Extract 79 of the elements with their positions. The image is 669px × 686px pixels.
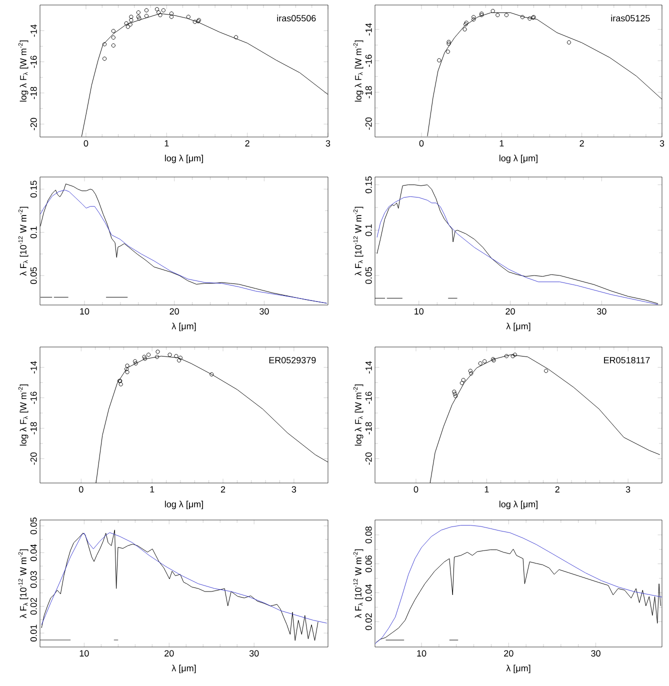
x-tick-label: 3 [626, 486, 630, 493]
x-tick-label: 2 [580, 140, 584, 146]
x-tick-label: 10 [414, 308, 424, 315]
x-axis-title: log λ [μm] [500, 500, 538, 510]
x-tick-label: 2 [220, 486, 226, 492]
y-tick-label: -20 [30, 452, 37, 465]
x-tick-label: 20 [506, 308, 515, 315]
x-tick-label: 0 [419, 140, 424, 147]
x-tick-label: 0 [78, 486, 84, 493]
y-tick-label: 0.08 [365, 526, 372, 544]
x-axis-title: λ [μm] [172, 322, 196, 332]
x-tick-label: 1 [150, 486, 154, 492]
x-tick-label: 10 [80, 650, 89, 657]
annotation: ER0518117 [604, 356, 650, 364]
y-tick-label: 0.1 [30, 226, 37, 238]
x-tick-label: 30 [249, 650, 259, 657]
y-tick-label: 0.05 [365, 267, 372, 284]
y-tick-label: -14 [366, 361, 372, 374]
x-tick-label: 3 [326, 140, 330, 147]
y-tick-label: 0.02 [365, 613, 372, 630]
y-tick-label: -14 [30, 24, 37, 37]
y-tick-label: -18 [365, 86, 372, 98]
y-axis-title: λ F$_{λ}$ [10$^{-12}$ W m$^{-2}$] [353, 549, 364, 618]
x-tick-label: 20 [164, 650, 174, 657]
x-tick-label: 3 [292, 486, 296, 493]
y-tick-label: 0.15 [30, 180, 37, 198]
x-axis-title: log λ [μm] [165, 500, 203, 510]
x-tick-label: 1 [164, 140, 169, 146]
x-tick-label: 30 [591, 650, 600, 657]
y-tick-label: -20 [365, 452, 372, 465]
y-tick-label: 0.06 [365, 555, 372, 572]
x-tick-label: 30 [597, 308, 606, 315]
x-axis-title: λ [μm] [506, 322, 530, 332]
annotation: ER0529379 [269, 356, 316, 364]
annotation: iras05506 [277, 14, 316, 22]
y-tick-label: -14 [30, 361, 37, 374]
y-axis-title: λ F$_{λ}$ [10$^{-12}$ W m$^{-2}$] [18, 549, 28, 618]
x-tick-label: 0 [414, 486, 418, 493]
y-tick-label: -18 [365, 422, 372, 434]
x-axis-title: λ [μm] [172, 664, 196, 674]
y-tick-label: -16 [365, 54, 372, 67]
y-tick-label: -18 [30, 422, 37, 434]
y-tick-label: -16 [30, 56, 37, 68]
y-tick-label: 0.05 [30, 267, 37, 284]
x-tick-label: 1 [484, 486, 489, 492]
y-axis-title: log λ F$_{λ}$ [W m$^{-2}$] [353, 40, 364, 102]
y-tick-label: 0.1 [365, 224, 372, 236]
x-axis-title: log λ [μm] [165, 154, 203, 164]
x-tick-label: 2 [245, 140, 250, 146]
y-tick-label: -14 [366, 23, 372, 36]
y-tick-label: 0.04 [365, 584, 372, 602]
x-tick-label: 0 [84, 140, 88, 147]
y-tick-label: -20 [365, 117, 372, 130]
y-tick-label: -16 [365, 392, 372, 404]
y-tick-label: 0.03 [30, 571, 37, 588]
y-axis-title: log λ F$_{λ}$ [W m$^{-2}$] [18, 40, 28, 102]
x-axis-title: λ [μm] [506, 664, 530, 674]
x-tick-label: 30 [260, 308, 269, 315]
y-tick-label: 0.15 [365, 176, 372, 194]
y-tick-label: 0.05 [30, 518, 37, 534]
x-tick-label: 1 [500, 140, 504, 146]
x-tick-label: 10 [80, 308, 90, 315]
x-axis-title: log λ [μm] [500, 154, 538, 164]
y-axis-title: log λ F$_{λ}$ [W m$^{-2}$] [18, 384, 28, 446]
y-axis-title: log λ F$_{λ}$ [W m$^{-2}$] [353, 384, 364, 446]
x-tick-label: 3 [660, 140, 664, 147]
y-axis-title: λ F$_{λ}$ [10$^{-12}$ W m$^{-2}$] [353, 206, 364, 276]
x-tick-label: 10 [417, 650, 426, 657]
x-tick-label: 2 [555, 486, 560, 492]
y-tick-label: -20 [30, 118, 37, 130]
x-tick-label: 20 [504, 650, 514, 657]
y-tick-label: 0.01 [30, 624, 37, 642]
y-tick-label: 0.02 [30, 598, 37, 615]
y-tick-label: 0.04 [30, 544, 37, 562]
x-tick-label: 20 [170, 308, 179, 315]
y-axis-title: λ F$_{λ}$ [10$^{-12}$ W m$^{-2}$] [18, 206, 28, 276]
y-tick-label: -18 [30, 86, 37, 100]
annotation: iras05125 [611, 14, 650, 22]
y-tick-label: -16 [30, 392, 37, 404]
